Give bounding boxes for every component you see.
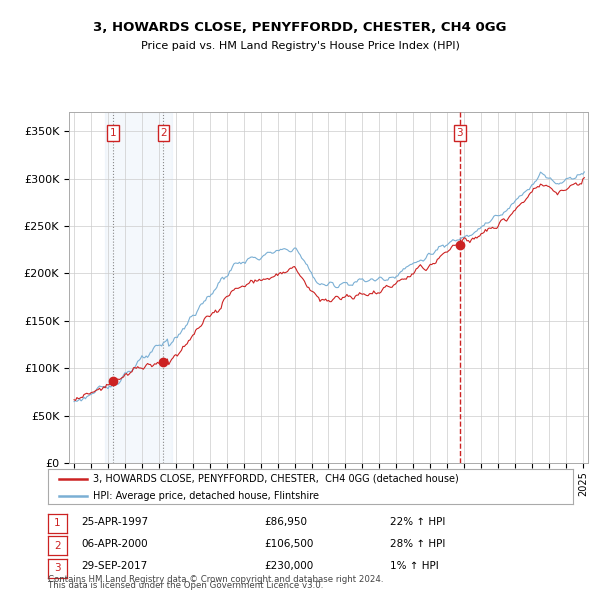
Text: 1% ↑ HPI: 1% ↑ HPI [390, 562, 439, 571]
Text: 2: 2 [160, 128, 167, 138]
Text: £106,500: £106,500 [264, 539, 313, 549]
Text: 22% ↑ HPI: 22% ↑ HPI [390, 517, 445, 526]
Text: 3: 3 [54, 563, 61, 573]
Text: 2: 2 [54, 540, 61, 550]
Text: 1: 1 [110, 128, 116, 138]
Text: 29-SEP-2017: 29-SEP-2017 [81, 562, 147, 571]
Text: HPI: Average price, detached house, Flintshire: HPI: Average price, detached house, Flin… [92, 491, 319, 500]
Text: 28% ↑ HPI: 28% ↑ HPI [390, 539, 445, 549]
Text: 3: 3 [457, 128, 463, 138]
Bar [105, 112, 172, 463]
Text: £86,950: £86,950 [264, 517, 307, 526]
Text: 25-APR-1997: 25-APR-1997 [81, 517, 148, 526]
Text: This data is licensed under the Open Government Licence v3.0.: This data is licensed under the Open Gov… [48, 581, 323, 590]
Text: 3, HOWARDS CLOSE, PENYFFORDD, CHESTER, CH4 0GG: 3, HOWARDS CLOSE, PENYFFORDD, CHESTER, C… [93, 21, 507, 34]
Text: £230,000: £230,000 [264, 562, 313, 571]
Text: 1: 1 [54, 518, 61, 528]
Text: Contains HM Land Registry data © Crown copyright and database right 2024.: Contains HM Land Registry data © Crown c… [48, 575, 383, 584]
Text: Price paid vs. HM Land Registry's House Price Index (HPI): Price paid vs. HM Land Registry's House … [140, 41, 460, 51]
Text: 3, HOWARDS CLOSE, PENYFFORDD, CHESTER,  CH4 0GG (detached house): 3, HOWARDS CLOSE, PENYFFORDD, CHESTER, C… [92, 474, 458, 484]
Text: 06-APR-2000: 06-APR-2000 [81, 539, 148, 549]
